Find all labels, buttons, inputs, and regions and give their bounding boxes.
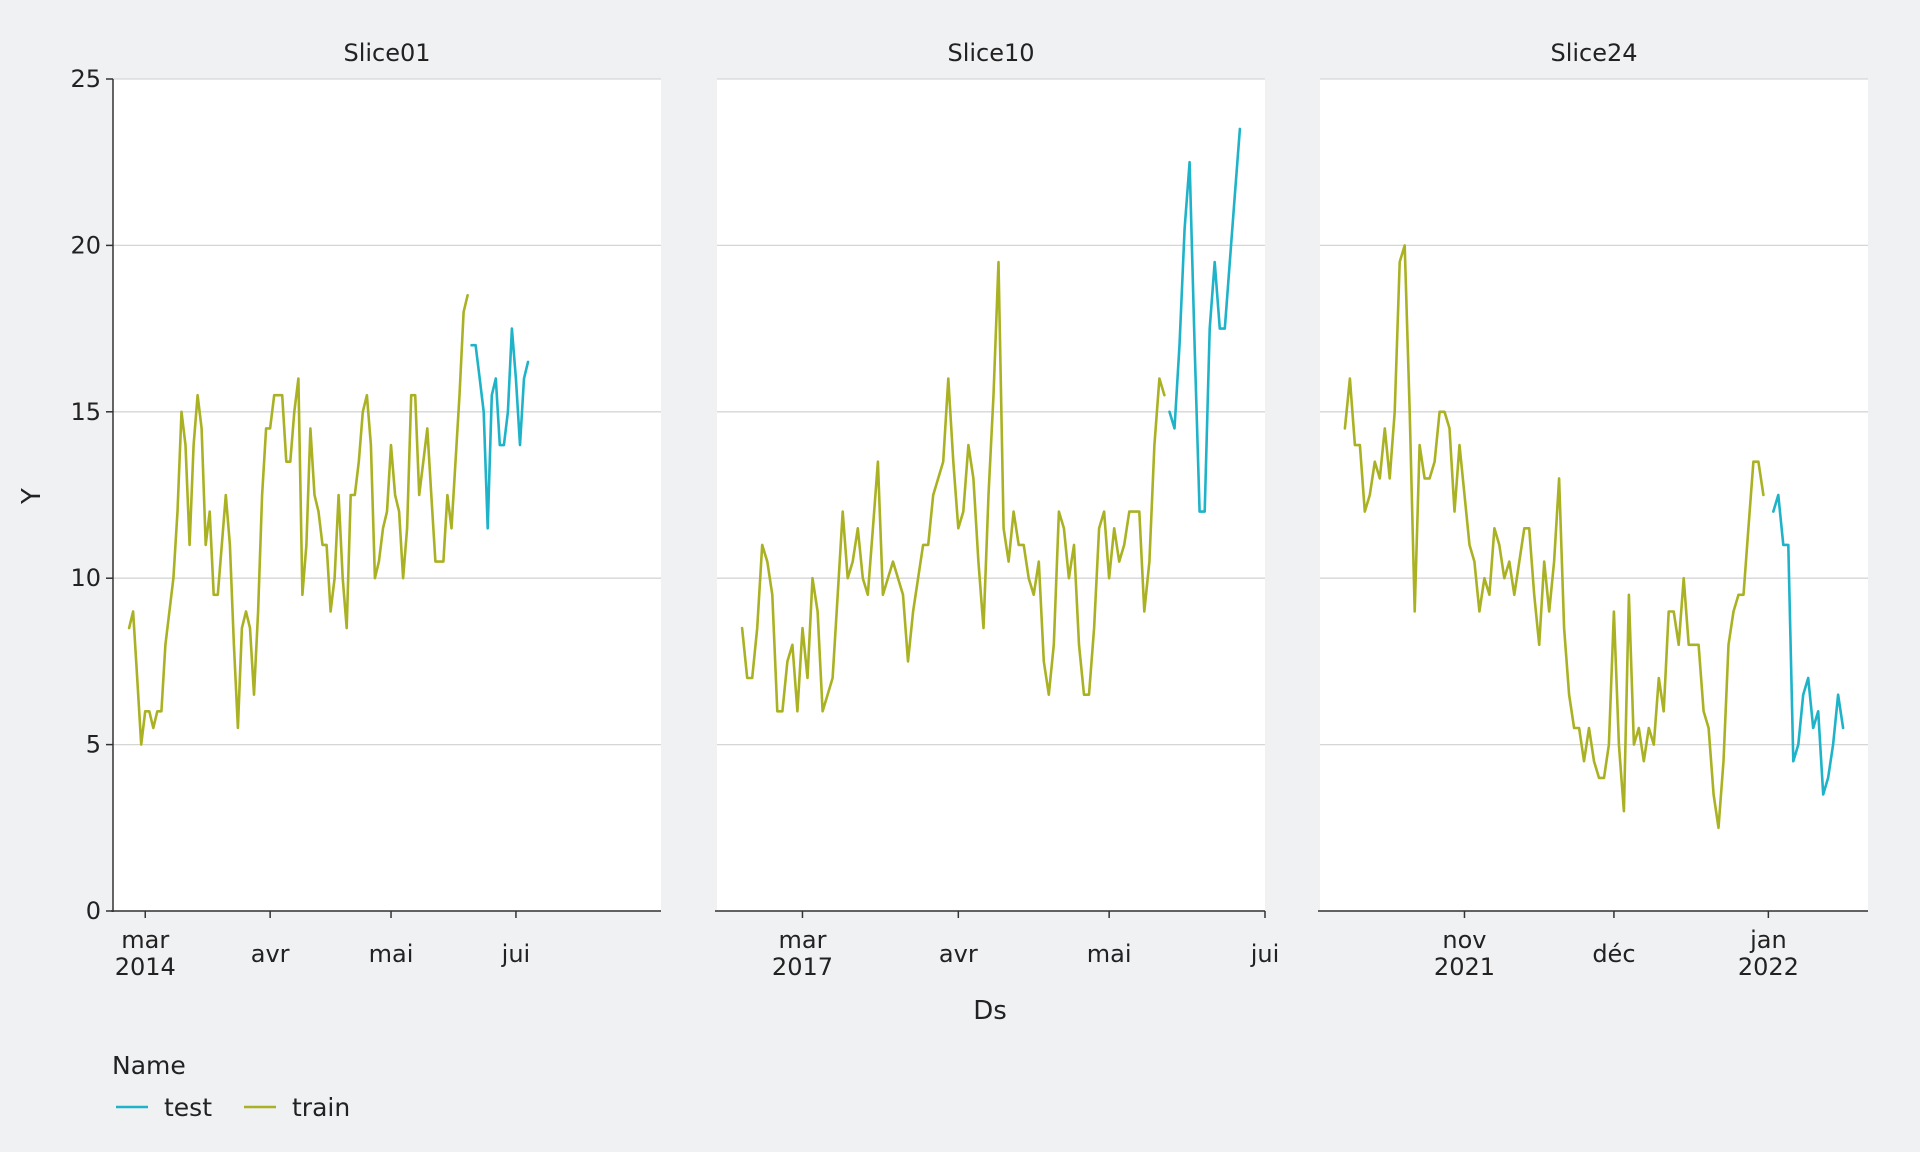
- series-line-test: [1772, 493, 1845, 796]
- x-tick-label: avr: [939, 940, 978, 968]
- y-tick-label: 10: [70, 564, 101, 592]
- x-tick-label: mar: [778, 926, 826, 954]
- y-tick-label: 15: [70, 398, 101, 426]
- legend-label: test: [164, 1093, 212, 1122]
- panel-title: Slice10: [947, 39, 1034, 67]
- x-tick-label: déc: [1592, 940, 1635, 968]
- x-tick-sublabel: 2017: [772, 953, 833, 981]
- x-tick-label: mai: [369, 940, 414, 968]
- legend: Name test train: [112, 1051, 350, 1122]
- series-line-train: [127, 293, 469, 746]
- y-tick-label: 25: [70, 65, 101, 93]
- y-axis-title: Y: [17, 488, 47, 505]
- legend-items: test train: [116, 1093, 350, 1122]
- y-tick-label: 20: [70, 231, 101, 259]
- x-tick-sublabel: 2021: [1434, 953, 1495, 981]
- x-tick-label: mai: [1087, 940, 1132, 968]
- panel-background: [1320, 79, 1868, 911]
- x-tick-label: nov: [1442, 926, 1486, 954]
- series-line-train: [740, 260, 1166, 713]
- x-axis-title: Ds: [973, 996, 1007, 1026]
- x-tick-label: jan: [1749, 926, 1787, 954]
- panel-title: Slice01: [343, 39, 430, 67]
- x-tick-sublabel: 2022: [1738, 953, 1799, 981]
- x-tick-sublabel: 2014: [115, 953, 176, 981]
- y-tick-label: 0: [86, 897, 101, 925]
- legend-title: Name: [112, 1051, 186, 1080]
- x-tick-label: mar: [121, 926, 169, 954]
- series-line-train: [1343, 244, 1765, 830]
- legend-label: train: [292, 1093, 350, 1122]
- x-tick-label: jui: [501, 940, 531, 968]
- legend-item-train: train: [244, 1093, 350, 1122]
- panel-title: Slice24: [1550, 39, 1637, 67]
- series-line-test: [470, 327, 530, 530]
- series-line-test: [1168, 127, 1242, 513]
- x-tick-label: avr: [251, 940, 290, 968]
- panel-background: [717, 79, 1265, 911]
- legend-item-test: test: [116, 1093, 212, 1122]
- y-tick-label: 5: [86, 731, 101, 759]
- x-tick-label: jui: [1250, 940, 1280, 968]
